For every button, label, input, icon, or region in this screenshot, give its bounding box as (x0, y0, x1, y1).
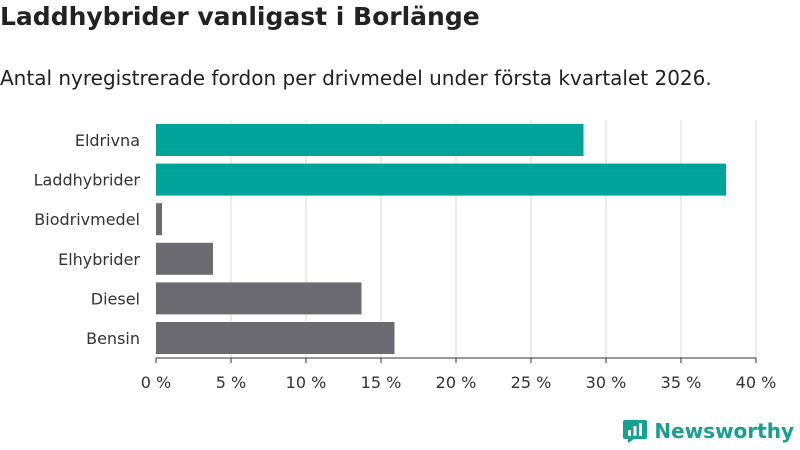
x-tick-label: 0 % (141, 373, 171, 392)
x-tick-label: 5 % (216, 373, 246, 392)
x-tick-label: 25 % (511, 373, 552, 392)
x-tick-label: 40 % (736, 373, 777, 392)
gridlines (230, 120, 757, 358)
x-tick-label: 30 % (586, 373, 627, 392)
brand: Newsworthy (622, 418, 794, 444)
category-label: Bensin (86, 329, 140, 348)
newsworthy-logo-icon (623, 420, 648, 443)
x-tick-label: 35 % (661, 373, 702, 392)
chart-title: Laddhybrider vanligast i Borlänge (0, 2, 480, 31)
x-tick-label: 10 % (286, 373, 327, 392)
brand-name: Newsworthy (654, 419, 794, 443)
x-axis-ticks: 0 % 5 % 10 % 15 % 20 % 25 % 30 % 35 % 40 % (141, 357, 777, 392)
bar (156, 322, 395, 354)
category-label: Elhybrider (58, 250, 140, 269)
bar (156, 163, 726, 196)
bars (156, 124, 726, 354)
bar (156, 124, 584, 156)
category-labels: Eldrivna Laddhybrider Biodrivmedel Elhybrid… (34, 131, 141, 348)
category-label: Biodrivmedel (34, 210, 140, 229)
x-tick-label: 20 % (436, 373, 477, 392)
category-label: Diesel (91, 289, 140, 308)
category-label: Laddhybrider (34, 171, 141, 190)
bar (156, 203, 162, 236)
chart-subtitle: Antal nyregistrerade fordon per drivmede… (0, 66, 712, 90)
bar (156, 282, 362, 315)
x-tick-label: 15 % (361, 373, 402, 392)
bar (156, 242, 213, 275)
category-label: Eldrivna (75, 131, 140, 150)
